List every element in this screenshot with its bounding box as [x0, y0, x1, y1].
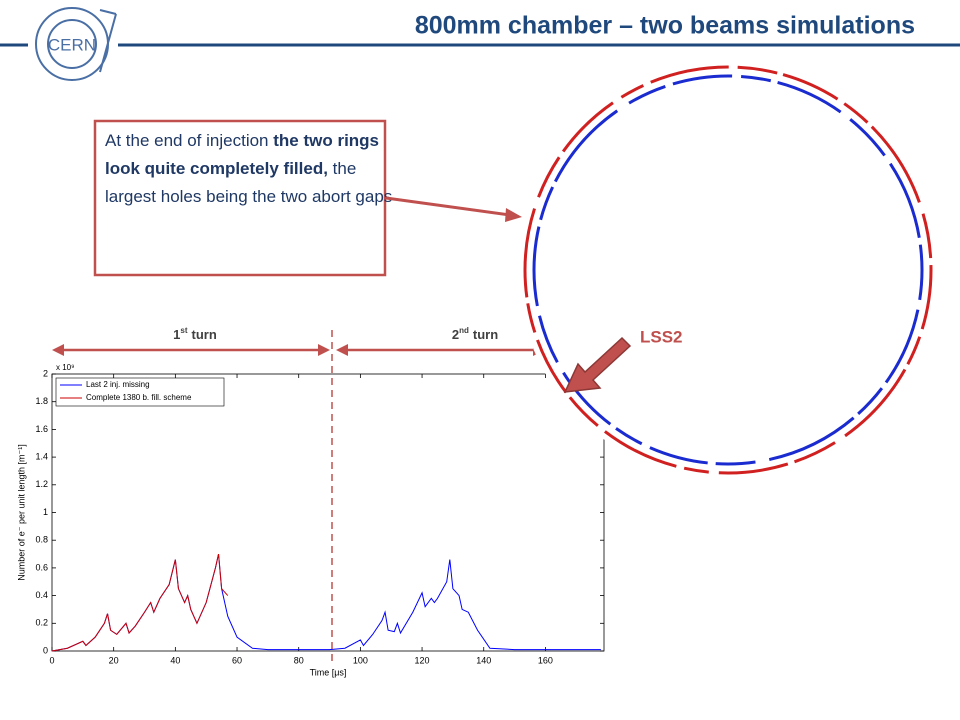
- x-tick-label: 140: [476, 655, 491, 665]
- multiplier: x 10⁹: [56, 363, 75, 372]
- ring-outer: [523, 65, 933, 475]
- turn-label: 2nd turn: [452, 326, 498, 342]
- turn-label: 1st turn: [173, 326, 217, 342]
- y-tick-label: 0.8: [35, 535, 48, 545]
- x-tick-label: 120: [415, 655, 430, 665]
- ring-diagram: [518, 60, 938, 480]
- y-tick-label: 2: [43, 368, 48, 378]
- callout-fragment: largest holes being the two abort gaps: [105, 187, 392, 206]
- x-axis-label: Time [μs]: [310, 667, 347, 677]
- turn-suffix: st: [180, 326, 187, 335]
- logo-text: CERN: [48, 35, 96, 54]
- x-tick-label: 80: [294, 655, 304, 665]
- callout-fragment: the: [328, 159, 361, 178]
- callout-fragment: At the end of injection: [105, 131, 273, 150]
- y-tick-label: 1.8: [35, 396, 48, 406]
- arrowhead: [505, 208, 522, 222]
- lss2-label: LSS2: [640, 327, 683, 346]
- y-tick-label: 0: [43, 645, 48, 655]
- turn-arrowhead: [336, 344, 348, 356]
- title: 800mm chamber – two beams simulations: [415, 12, 915, 40]
- ring-inner: [532, 74, 924, 466]
- plot-area: [51, 373, 605, 652]
- turn-word: turn: [192, 327, 217, 342]
- chart: 00.20.40.60.811.21.41.61.820 20 40 60 80 100 1…: [16, 326, 605, 677]
- x-tick-label: 40: [170, 655, 180, 665]
- y-tick-label: 1.4: [35, 451, 48, 461]
- y-tick-label: 1: [43, 507, 48, 517]
- y-axis-label: Number of e⁻ per unit length [m⁻¹]: [16, 444, 26, 581]
- turn-suffix: nd: [459, 326, 469, 335]
- legend-box: [55, 377, 225, 407]
- legend-label: Complete 1380 b. fill. scheme: [86, 393, 192, 402]
- turn-number: 1: [173, 327, 180, 342]
- turn-arrowhead: [52, 344, 64, 356]
- callout-box: [93, 119, 387, 277]
- y-tick-label: 1.2: [35, 479, 48, 489]
- x-tick-label: 100: [353, 655, 368, 665]
- x-tick-label: 20: [109, 655, 119, 665]
- y-tick-label: 0.2: [35, 618, 48, 628]
- x-tick-label: 60: [232, 655, 242, 665]
- logo: [35, 7, 117, 81]
- x-tick-label: 160: [538, 655, 553, 665]
- y-tick-label: 0.4: [35, 590, 48, 600]
- callout-text: At the end of injection the two rings lo…: [105, 131, 392, 206]
- lss2-arrow: [563, 336, 632, 393]
- callout-connector: [385, 196, 511, 217]
- series-line: [51, 553, 229, 652]
- callout-fragment: the two rings: [273, 131, 384, 150]
- turn-word: turn: [473, 327, 498, 342]
- turn-number: 2: [452, 327, 459, 342]
- y-tick-label: 1.6: [35, 424, 48, 434]
- legend-label: Last 2 inj. missing: [86, 380, 150, 389]
- x-tick-label: 0: [49, 655, 54, 665]
- turn-arrowhead: [318, 344, 330, 356]
- callout-fragment: look quite completely filled,: [105, 159, 328, 178]
- y-tick-label: 0.6: [35, 562, 48, 572]
